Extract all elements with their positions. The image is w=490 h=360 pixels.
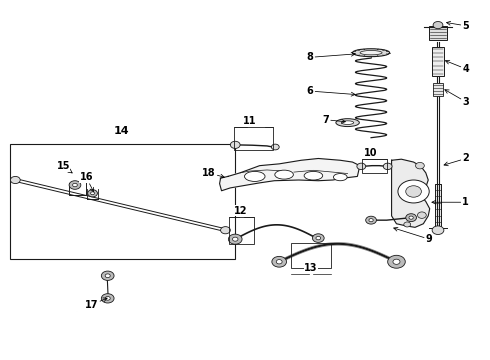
Ellipse shape xyxy=(336,119,359,127)
Text: 2: 2 xyxy=(444,153,469,166)
Bar xyxy=(234,127,273,149)
Bar xyxy=(429,26,447,40)
Circle shape xyxy=(73,183,77,187)
Bar xyxy=(432,47,444,76)
Text: 16: 16 xyxy=(79,172,94,192)
Circle shape xyxy=(404,222,411,227)
Circle shape xyxy=(398,180,429,203)
Text: 14: 14 xyxy=(114,126,130,136)
Circle shape xyxy=(313,234,324,242)
Circle shape xyxy=(276,260,282,264)
Bar xyxy=(292,243,331,268)
Ellipse shape xyxy=(333,174,347,181)
Text: 6: 6 xyxy=(307,86,355,96)
Circle shape xyxy=(10,176,20,184)
Text: 17: 17 xyxy=(85,298,107,310)
Circle shape xyxy=(433,22,443,29)
Ellipse shape xyxy=(275,170,294,179)
Text: 7: 7 xyxy=(322,115,345,125)
Circle shape xyxy=(101,271,114,280)
Text: 4: 4 xyxy=(445,60,469,74)
Bar xyxy=(362,159,387,173)
Bar xyxy=(435,184,441,228)
Circle shape xyxy=(272,256,287,267)
Circle shape xyxy=(88,190,98,197)
Circle shape xyxy=(91,192,95,195)
Ellipse shape xyxy=(304,171,323,180)
Circle shape xyxy=(228,234,242,244)
Text: 3: 3 xyxy=(445,90,469,107)
Circle shape xyxy=(383,163,392,170)
Ellipse shape xyxy=(342,121,354,125)
Text: 8: 8 xyxy=(307,52,355,62)
Circle shape xyxy=(369,219,373,222)
Circle shape xyxy=(105,274,110,278)
Text: 10: 10 xyxy=(364,148,378,158)
Circle shape xyxy=(230,141,240,148)
Circle shape xyxy=(432,226,444,234)
Text: 5: 5 xyxy=(446,21,469,31)
Ellipse shape xyxy=(360,50,382,55)
Circle shape xyxy=(232,237,238,241)
Bar xyxy=(433,83,443,96)
Text: 1: 1 xyxy=(432,197,469,207)
Polygon shape xyxy=(392,159,430,227)
Circle shape xyxy=(393,259,400,264)
Circle shape xyxy=(388,255,405,268)
Circle shape xyxy=(406,186,421,197)
Circle shape xyxy=(417,212,426,219)
Ellipse shape xyxy=(245,171,265,181)
Circle shape xyxy=(409,216,413,219)
Bar xyxy=(10,144,235,259)
Circle shape xyxy=(220,226,230,234)
Circle shape xyxy=(416,162,424,169)
Circle shape xyxy=(316,237,320,240)
Circle shape xyxy=(105,297,110,300)
Polygon shape xyxy=(220,158,360,191)
Text: 12: 12 xyxy=(234,206,248,216)
Bar xyxy=(229,217,254,244)
Circle shape xyxy=(69,181,81,189)
Text: 11: 11 xyxy=(243,116,257,126)
Text: 9: 9 xyxy=(394,227,433,244)
Text: 15: 15 xyxy=(56,161,72,173)
Circle shape xyxy=(357,163,366,170)
Circle shape xyxy=(366,216,376,224)
Ellipse shape xyxy=(352,49,390,57)
Text: 18: 18 xyxy=(202,168,224,178)
Circle shape xyxy=(101,294,114,303)
Text: 13: 13 xyxy=(304,263,318,273)
Circle shape xyxy=(406,214,416,222)
Circle shape xyxy=(271,144,279,150)
